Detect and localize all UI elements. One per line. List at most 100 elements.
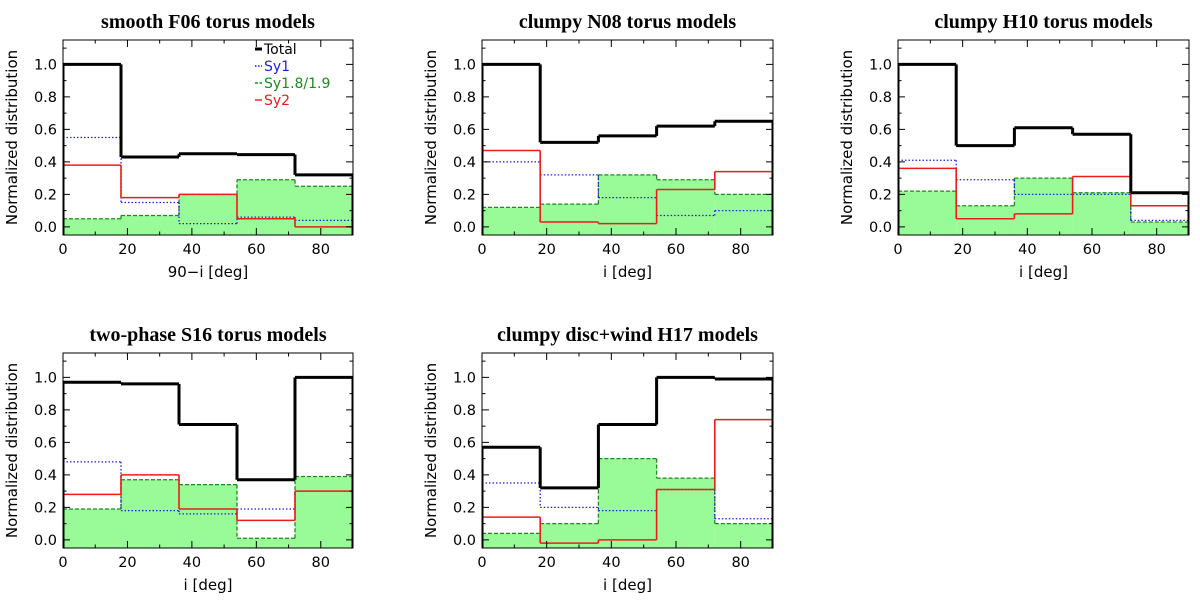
- fill-bar-sy18: [482, 207, 541, 235]
- x-tick-label: 60: [247, 242, 265, 258]
- fill-bar-sy18: [237, 538, 295, 548]
- fill-bar-sy18: [482, 533, 541, 548]
- y-tick-label: 0.2: [453, 187, 476, 203]
- plot-frame: [481, 39, 774, 236]
- series-total: [63, 375, 353, 548]
- plot-frame: [897, 39, 1190, 236]
- legend-label-sy1: Sy1: [264, 59, 290, 75]
- x-axis-label: i [deg]: [603, 263, 652, 281]
- y-tick-label: 0.8: [34, 403, 57, 419]
- panel-title: smooth F06 torus models: [101, 11, 315, 33]
- fill-bar-sy18: [656, 478, 715, 548]
- fill-bar-sy18: [714, 194, 773, 235]
- fill-bar-sy18: [295, 476, 353, 548]
- x-tick-label: 0: [477, 555, 486, 571]
- x-tick-label: 0: [58, 242, 67, 258]
- fill-bar-sy18: [237, 179, 295, 235]
- plot-area: [482, 375, 773, 548]
- panel-3: 0.0 0.2 0.4 0.6 0.8 1.0 0 20 40 60 80 clumpy H10 to…: [838, 11, 1190, 281]
- fill-bar-sy18: [956, 205, 1015, 235]
- panel-5: 0.0 0.2 0.4 0.6 0.8 1.0 0 20 40 60 80 clumpy disc+w…: [422, 324, 774, 594]
- y-tick-label: 0.6: [453, 122, 476, 138]
- panel-1: 0.0 0.2 0.4 0.6 0.8 1.0 0 20 40 60 80 smooth F06 to…: [3, 11, 354, 281]
- fill-bar-sy18: [121, 215, 179, 235]
- legend-label-sy18: Sy1.8/1.9: [264, 76, 330, 92]
- plot-frame: [481, 352, 774, 549]
- x-tick-label: 20: [953, 242, 971, 258]
- y-tick-label: 0.2: [34, 500, 57, 516]
- y-tick-label: 0.4: [453, 468, 476, 484]
- x-tick-label: 20: [118, 555, 136, 571]
- y-axis-label: Normalized distribution: [422, 50, 440, 225]
- panel-title: clumpy N08 torus models: [519, 11, 736, 33]
- y-tick-label: 1.0: [869, 57, 892, 73]
- y-tick-label: 0.8: [869, 90, 892, 106]
- x-tick-label: 60: [247, 555, 265, 571]
- y-tick-label: 0.6: [34, 122, 57, 138]
- y-tick-label: 0.2: [34, 187, 57, 203]
- x-tick-label: 60: [667, 555, 685, 571]
- fill-bar-sy18: [63, 218, 121, 235]
- fill-bar-sy18: [598, 458, 657, 548]
- x-tick-label: 40: [1018, 242, 1036, 258]
- y-tick-label: 0.2: [453, 500, 476, 516]
- fill-bar-sy18: [898, 191, 957, 235]
- plot-frame: [62, 352, 354, 549]
- fill-bar-sy18: [295, 186, 353, 235]
- x-tick-label: 40: [183, 555, 201, 571]
- series-sy18: [482, 457, 773, 548]
- x-tick-label: 20: [537, 555, 555, 571]
- legend-label-sy2: Sy2: [264, 93, 290, 109]
- y-tick-label: 0.4: [453, 155, 476, 171]
- x-axis-label: i [deg]: [1019, 263, 1068, 281]
- x-tick-label: 80: [1147, 242, 1165, 258]
- y-axis-label: Normalized distribution: [3, 363, 21, 538]
- x-tick-label: 60: [667, 242, 685, 258]
- fill-bar-sy18: [63, 509, 121, 548]
- x-tick-label: 80: [731, 555, 749, 571]
- y-tick-label: 0.0: [453, 533, 476, 549]
- x-axis-label: 90−i [deg]: [168, 263, 249, 281]
- y-tick-label: 0.0: [34, 533, 57, 549]
- series-sy2: [63, 474, 353, 548]
- fill-bar-sy18: [1014, 178, 1073, 235]
- panel-title: clumpy disc+wind H17 models: [497, 324, 758, 346]
- series-sy2: [63, 164, 353, 235]
- y-tick-label: 1.0: [34, 57, 57, 73]
- y-tick-label: 0.4: [869, 155, 892, 171]
- y-tick-label: 0.8: [453, 403, 476, 419]
- fill-bar-sy18: [179, 484, 237, 548]
- x-tick-label: 80: [312, 555, 330, 571]
- y-tick-label: 0.0: [453, 220, 476, 236]
- series-total: [482, 62, 773, 235]
- y-axis-label: Normalized distribution: [422, 363, 440, 538]
- panel-2: 0.0 0.2 0.4 0.6 0.8 1.0 0 20 40 60 80 clumpy N08 to…: [422, 11, 774, 281]
- x-tick-label: 0: [58, 555, 67, 571]
- fill-bar-sy18: [540, 204, 599, 235]
- y-tick-label: 0.8: [34, 90, 57, 106]
- fill-bar-sy18: [540, 523, 599, 548]
- y-tick-label: 0.4: [34, 468, 57, 484]
- y-tick-label: 0.6: [34, 435, 57, 451]
- fill-bar-sy18: [714, 523, 773, 548]
- series-sy2: [482, 418, 773, 548]
- fill-bar-sy18: [179, 194, 237, 235]
- series-sy2: [898, 167, 1189, 235]
- fill-bar-sy18: [1072, 192, 1131, 235]
- plot-area: [482, 62, 773, 235]
- fill-bar-sy18: [121, 479, 179, 548]
- panel-4: 0.0 0.2 0.4 0.6 0.8 1.0 0 20 40 60 80 two-phase S16…: [3, 324, 354, 594]
- panel-title: two-phase S16 torus models: [89, 324, 326, 346]
- y-tick-label: 0.6: [453, 435, 476, 451]
- fill-bar-sy18: [1130, 222, 1189, 235]
- plot-frame: [62, 39, 354, 236]
- x-tick-label: 40: [602, 242, 620, 258]
- fill-bar-sy18: [598, 174, 657, 235]
- plot-area: [63, 375, 353, 548]
- x-tick-label: 80: [312, 242, 330, 258]
- series-total: [898, 62, 1189, 235]
- y-axis-label: Normalized distribution: [3, 50, 21, 225]
- x-tick-label: 0: [893, 242, 902, 258]
- fill-bar-sy18: [656, 179, 715, 235]
